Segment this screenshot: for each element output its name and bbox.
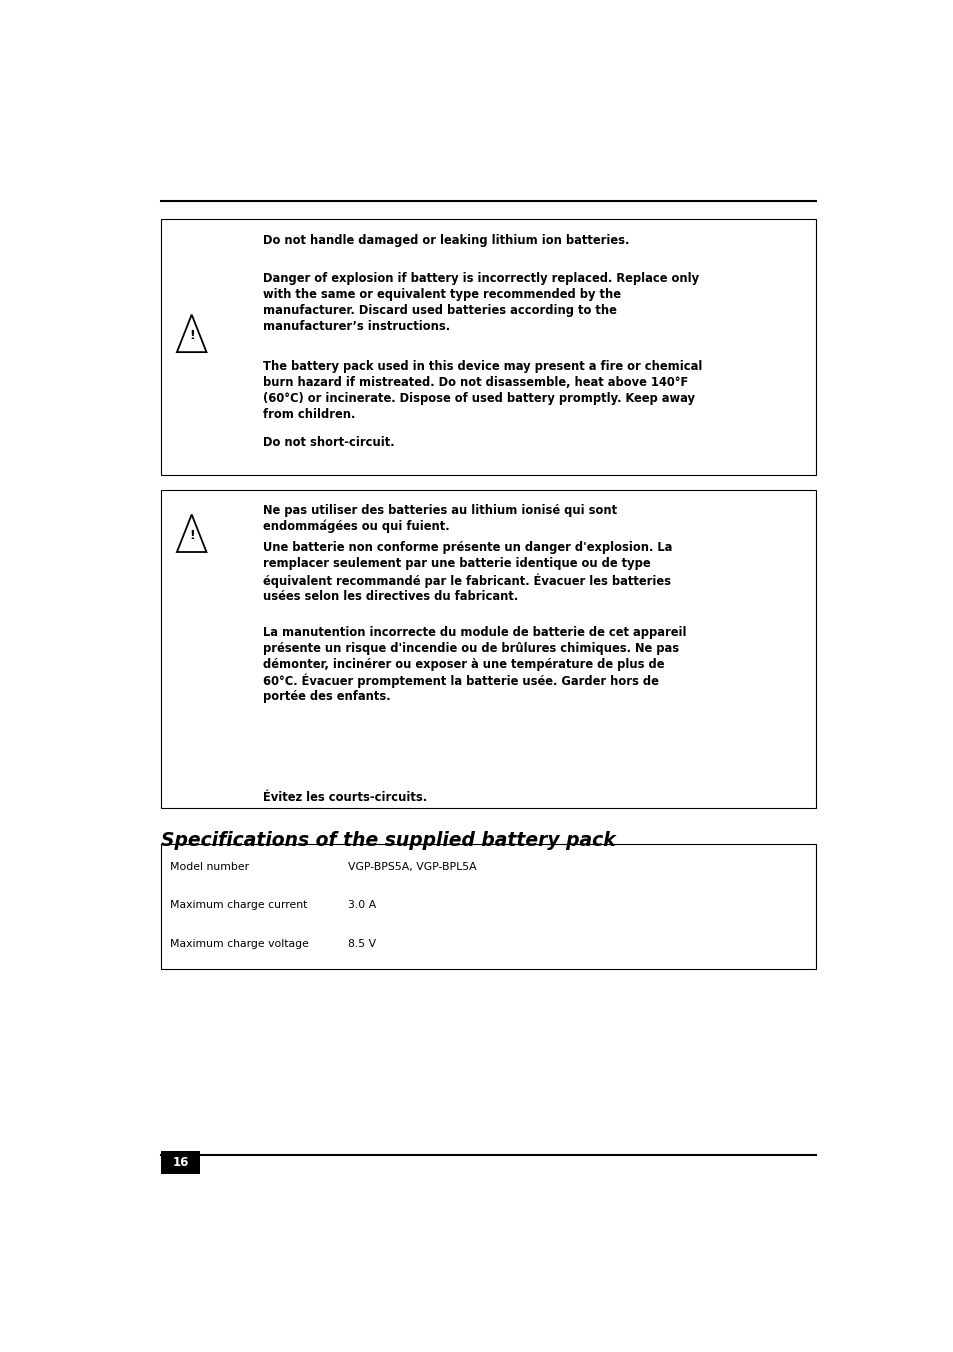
Text: Do not handle damaged or leaking lithium ion batteries.: Do not handle damaged or leaking lithium… xyxy=(263,234,629,247)
Text: Specifications of the supplied battery pack: Specifications of the supplied battery p… xyxy=(161,830,616,849)
Text: présente un risque d'incendie ou de brûlures chimiques. Ne pas: présente un risque d'incendie ou de brûl… xyxy=(263,642,679,654)
Text: The battery pack used in this device may present a fire or chemical: The battery pack used in this device may… xyxy=(263,360,702,373)
Text: Danger of explosion if battery is incorrectly replaced. Replace only: Danger of explosion if battery is incorr… xyxy=(263,272,699,284)
Text: endommágées ou qui fuient.: endommágées ou qui fuient. xyxy=(263,519,450,533)
Text: 60°C. Évacuer promptement la batterie usée. Garder hors de: 60°C. Évacuer promptement la batterie us… xyxy=(263,673,659,688)
Text: VGP-BPS5A, VGP-BPL5A: VGP-BPS5A, VGP-BPL5A xyxy=(348,861,476,872)
Text: remplacer seulement par une batterie identique ou de type: remplacer seulement par une batterie ide… xyxy=(263,557,650,571)
Text: !: ! xyxy=(189,529,194,542)
Text: 3.0 A: 3.0 A xyxy=(348,900,376,910)
Text: usées selon les directives du fabricant.: usées selon les directives du fabricant. xyxy=(263,589,518,603)
Text: Model number: Model number xyxy=(170,861,249,872)
FancyBboxPatch shape xyxy=(161,844,816,969)
Text: with the same or equivalent type recommended by the: with the same or equivalent type recomme… xyxy=(263,288,620,300)
Text: (60°C) or incinerate. Dispose of used battery promptly. Keep away: (60°C) or incinerate. Dispose of used ba… xyxy=(263,392,695,406)
Text: from children.: from children. xyxy=(263,408,355,422)
Text: manufacturer’s instructions.: manufacturer’s instructions. xyxy=(263,320,450,333)
Text: manufacturer. Discard used batteries according to the: manufacturer. Discard used batteries acc… xyxy=(263,304,617,316)
Text: Évitez les courts-circuits.: Évitez les courts-circuits. xyxy=(263,791,427,804)
Text: équivalent recommandé par le fabricant. Évacuer les batteries: équivalent recommandé par le fabricant. … xyxy=(263,573,671,588)
Text: Une batterie non conforme présente un danger d'explosion. La: Une batterie non conforme présente un da… xyxy=(263,541,672,554)
Text: démonter, incinérer ou exposer à une température de plus de: démonter, incinérer ou exposer à une tem… xyxy=(263,658,664,671)
Text: Ne pas utiliser des batteries au lithium ionisé qui sont: Ne pas utiliser des batteries au lithium… xyxy=(263,504,617,516)
Text: burn hazard if mistreated. Do not disassemble, heat above 140°F: burn hazard if mistreated. Do not disass… xyxy=(263,376,688,389)
Text: portée des enfants.: portée des enfants. xyxy=(263,690,391,703)
Text: Maximum charge current: Maximum charge current xyxy=(170,900,307,910)
Text: Do not short-circuit.: Do not short-circuit. xyxy=(263,437,395,449)
Text: Maximum charge voltage: Maximum charge voltage xyxy=(170,938,308,949)
Text: 8.5 V: 8.5 V xyxy=(348,938,376,949)
FancyBboxPatch shape xyxy=(161,1152,199,1174)
Text: !: ! xyxy=(189,329,194,342)
FancyBboxPatch shape xyxy=(161,219,816,475)
Text: La manutention incorrecte du module de batterie de cet appareil: La manutention incorrecte du module de b… xyxy=(263,626,686,638)
FancyBboxPatch shape xyxy=(161,491,816,807)
Text: 16: 16 xyxy=(172,1156,189,1169)
